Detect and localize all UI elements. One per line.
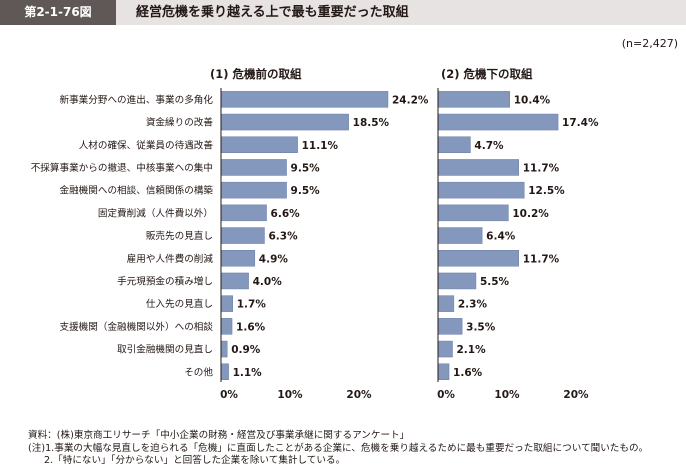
value-label: 6.6% xyxy=(271,208,301,220)
category-label: 新事業分野への進出、事業の多角化 xyxy=(60,94,214,106)
x-tick-label: 10% xyxy=(277,389,303,401)
category-label: 固定費削減（人件費以外） xyxy=(98,207,213,219)
bar xyxy=(437,159,519,176)
value-label: 4.9% xyxy=(259,253,289,265)
value-label: 1.6% xyxy=(236,321,266,333)
figure-number: 第2-1-76図 xyxy=(0,0,116,25)
bar xyxy=(220,340,228,358)
bar xyxy=(220,159,287,176)
bar xyxy=(220,363,229,380)
x-tick-label: 20% xyxy=(346,389,372,401)
panel-title-during-crisis: (2) 危機下の取組 xyxy=(441,67,533,81)
category-label: 支援機関（金融機関以外）への相談 xyxy=(60,321,214,333)
value-label: 3.5% xyxy=(466,321,496,333)
bar xyxy=(437,181,525,199)
category-label: 人材の確保、従業員の待遇改善 xyxy=(79,139,214,151)
bar xyxy=(220,204,267,222)
value-label: 5.5% xyxy=(480,276,510,288)
bar xyxy=(437,318,463,335)
value-label: 18.5% xyxy=(353,117,390,129)
value-label: 11.7% xyxy=(523,253,560,265)
bar xyxy=(437,91,511,108)
value-label: 17.4% xyxy=(562,117,599,129)
value-label: 24.2% xyxy=(392,94,429,106)
value-label: 11.1% xyxy=(302,140,339,152)
value-label: 9.5% xyxy=(291,162,321,174)
category-label: 金融機関への相談、信頼関係の構築 xyxy=(60,185,214,197)
x-tick-label: 0% xyxy=(437,389,455,401)
bar xyxy=(437,340,453,358)
note-line-2: 2.「特にない」「分からない」と回答した企業を除いて集計している。 xyxy=(44,455,346,466)
note-line-1: (注)1.事業の大幅な見直しを迫られる「危機」に直面したことがある企業に、危機を… xyxy=(28,442,649,454)
x-tick-label: 20% xyxy=(563,389,589,401)
category-label: 仕入先の見直し xyxy=(146,298,213,310)
x-tick-label: 0% xyxy=(220,389,238,401)
value-label: 1.6% xyxy=(453,367,483,379)
source-notes: 資料：(株)東京商工リサーチ「中小企業の財務・経営及び事業承継に関するアンケート… xyxy=(28,430,648,468)
sample-size-note: (n=2,427) xyxy=(621,37,678,50)
panel-title-before-crisis: (1) 危機前の取組 xyxy=(210,67,302,81)
value-label: 0.9% xyxy=(231,344,261,356)
value-label: 9.5% xyxy=(291,185,321,197)
bar xyxy=(220,227,265,244)
value-label: 2.3% xyxy=(458,299,488,311)
x-tick-label: 10% xyxy=(494,389,520,401)
bar xyxy=(437,113,559,131)
bar xyxy=(437,250,519,267)
value-label: 10.2% xyxy=(512,208,549,220)
value-label: 11.7% xyxy=(523,162,560,174)
bar xyxy=(437,204,509,222)
bar xyxy=(220,295,233,312)
value-label: 4.7% xyxy=(474,140,504,152)
value-label: 2.1% xyxy=(456,344,486,356)
figure-header: 第2-1-76図 経営危機を乗り越える上で最も重要だった取組 xyxy=(0,0,686,25)
value-label: 6.3% xyxy=(268,231,298,243)
bar xyxy=(437,363,450,380)
value-label: 1.1% xyxy=(233,367,263,379)
category-label: その他 xyxy=(184,366,213,378)
category-label: 取引金融機関の見直し xyxy=(117,344,213,356)
value-label: 12.5% xyxy=(528,185,565,197)
source-line: 資料：(株)東京商工リサーチ「中小企業の財務・経営及び事業承継に関するアンケート… xyxy=(28,430,410,441)
value-label: 6.4% xyxy=(486,231,516,243)
value-label: 4.0% xyxy=(253,276,283,288)
category-label: 手元現預金の積み増し xyxy=(117,275,213,287)
category-label: 販売先の見直し xyxy=(146,230,213,242)
bar xyxy=(437,227,483,244)
bar xyxy=(220,181,287,199)
category-label: 資金繰りの改善 xyxy=(146,117,214,129)
bar xyxy=(220,91,389,108)
bar xyxy=(220,272,249,290)
value-label: 1.7% xyxy=(237,299,267,311)
bar xyxy=(437,136,471,153)
bar xyxy=(220,318,233,335)
bar xyxy=(220,250,256,267)
bar xyxy=(220,113,349,131)
figure-title: 経営危機を乗り越える上で最も重要だった取組 xyxy=(136,5,409,20)
bar xyxy=(437,272,477,290)
category-label: 不採算事業からの撤退、中核事業への集中 xyxy=(31,162,213,174)
bar xyxy=(220,136,298,153)
value-label: 10.4% xyxy=(514,94,551,106)
bar xyxy=(437,295,455,312)
category-label: 雇用や人件費の削減 xyxy=(127,253,214,265)
